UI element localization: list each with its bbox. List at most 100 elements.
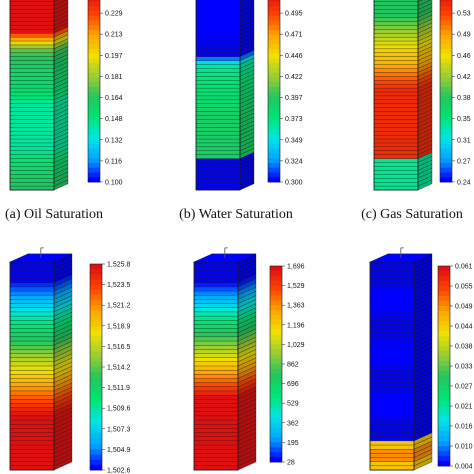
legend-swatch xyxy=(90,454,102,461)
grid-layer-front xyxy=(9,399,55,404)
legend-swatch xyxy=(438,281,450,287)
column-outline xyxy=(195,0,241,191)
grid-layer-front xyxy=(9,369,55,375)
legend-swatch xyxy=(270,300,282,306)
legend-swatch xyxy=(90,315,102,322)
legend-swatch xyxy=(88,39,100,45)
grid-layer-front xyxy=(369,386,415,392)
column-outline xyxy=(369,261,415,471)
grid-layer-front xyxy=(195,99,241,105)
grid-layer-front xyxy=(195,162,241,167)
grid-layer-front xyxy=(195,115,241,120)
legend-swatch xyxy=(440,158,452,164)
legend-tick-label: 0.116 xyxy=(105,158,122,165)
grid-layer-front xyxy=(369,274,415,280)
legend-tick-label: 0.446 xyxy=(285,53,303,60)
grid-layer-front xyxy=(373,166,419,171)
legend-swatch xyxy=(268,163,280,169)
panel-bottom-middle: 1,696 1,529 1,363 1,196 1,029 862 696 529 362 195… xyxy=(193,247,305,471)
grid-layer-front xyxy=(9,461,55,467)
legend-swatch xyxy=(268,134,280,140)
legend-tick-label: 0.055 xyxy=(455,284,473,291)
legend-swatch xyxy=(90,397,102,404)
grid-layer-front xyxy=(195,36,241,42)
column-outline xyxy=(193,261,239,471)
legend-tick-label: 0.24 xyxy=(457,180,471,187)
legend-swatch xyxy=(438,351,450,357)
legend-tick-label: 195 xyxy=(287,440,299,447)
grid-layer-front xyxy=(373,146,419,152)
legend-tick-label: 0.100 xyxy=(105,180,123,187)
grid-layer-front xyxy=(195,131,241,136)
legend-swatch xyxy=(88,115,100,121)
legend-tick-label: 1,502.6 xyxy=(107,468,130,474)
grid-layer-front xyxy=(9,265,55,271)
grid-layer-front xyxy=(193,295,239,300)
grid-layer-front xyxy=(373,68,419,73)
legend-tick-label: 529 xyxy=(287,401,299,408)
grid-layer-front xyxy=(193,265,239,271)
grid-layer-front xyxy=(369,440,415,446)
legend-swatch xyxy=(440,139,452,145)
legend-swatch xyxy=(90,459,102,466)
grid-layer-front xyxy=(9,324,55,329)
grid-layer-front xyxy=(369,265,415,271)
grid-layer-front xyxy=(195,95,241,101)
legend-tick-label: 0.132 xyxy=(105,137,123,144)
legend-swatch xyxy=(270,290,282,296)
grid-layer-front xyxy=(9,444,55,450)
legend-swatch xyxy=(270,388,282,394)
grid-layer-front xyxy=(373,95,419,101)
grid-layer-front xyxy=(369,432,415,438)
legend-tick-label: 0.027 xyxy=(455,384,473,391)
grid-layer-front xyxy=(195,134,241,140)
grid-layer-front xyxy=(193,436,239,442)
legend-swatch xyxy=(90,439,102,445)
legend-tick-label: 0.061 xyxy=(455,264,473,271)
grid-layer-front xyxy=(373,162,419,167)
legend-swatch xyxy=(440,6,452,12)
grid-layer-front xyxy=(195,170,241,175)
legend-tick-label: 0.044 xyxy=(455,324,473,331)
grid-layer-front xyxy=(373,142,419,148)
grid-layer-front xyxy=(9,91,55,97)
grid-layer-front xyxy=(9,419,55,425)
legend-swatch xyxy=(268,11,280,17)
grid-layer-front xyxy=(9,80,55,85)
legend-tick-label: 0.46 xyxy=(457,53,471,60)
legend-swatch xyxy=(90,279,102,285)
legend-swatch xyxy=(88,134,100,140)
grid-layer-front xyxy=(373,111,419,116)
legend-swatch xyxy=(440,63,452,69)
grid-layer-front xyxy=(373,56,419,62)
legend-tick-label: 0.049 xyxy=(455,304,473,311)
grid-layer-front xyxy=(373,185,419,191)
panel-water-saturation: 0.5190.4950.4710.4460.4220.3970.3730.349… xyxy=(195,0,303,191)
legend-swatch xyxy=(90,403,102,409)
grid-layer-front xyxy=(193,428,239,433)
grid-layer-front xyxy=(9,166,55,171)
legend-swatch xyxy=(268,72,280,78)
legend-swatch xyxy=(90,433,102,440)
legend-tick-label: 0.300 xyxy=(285,180,303,187)
legend-swatch xyxy=(270,334,282,340)
legend-tick-label: 0.033 xyxy=(455,364,473,371)
grid-layer-front xyxy=(9,181,55,187)
legend-tick-label: 0.148 xyxy=(105,116,123,123)
grid-layer-front xyxy=(369,357,415,363)
legend-swatch xyxy=(88,96,100,102)
legend-swatch xyxy=(438,426,450,432)
grid-layer-front xyxy=(9,33,55,38)
grid-layer-front xyxy=(9,29,55,34)
legend-swatch xyxy=(88,15,100,21)
legend-swatch xyxy=(88,87,100,93)
legend-swatch xyxy=(440,58,452,64)
legend-swatch xyxy=(268,15,280,21)
grid-layer-front xyxy=(195,21,241,26)
grid-layer-front xyxy=(369,332,415,338)
grid-layer-front xyxy=(373,36,419,42)
legend-swatch xyxy=(438,446,450,452)
grid-layer-front xyxy=(9,382,55,388)
legend-tick-label: 0.31 xyxy=(457,137,471,144)
grid-layer-front xyxy=(193,465,239,471)
